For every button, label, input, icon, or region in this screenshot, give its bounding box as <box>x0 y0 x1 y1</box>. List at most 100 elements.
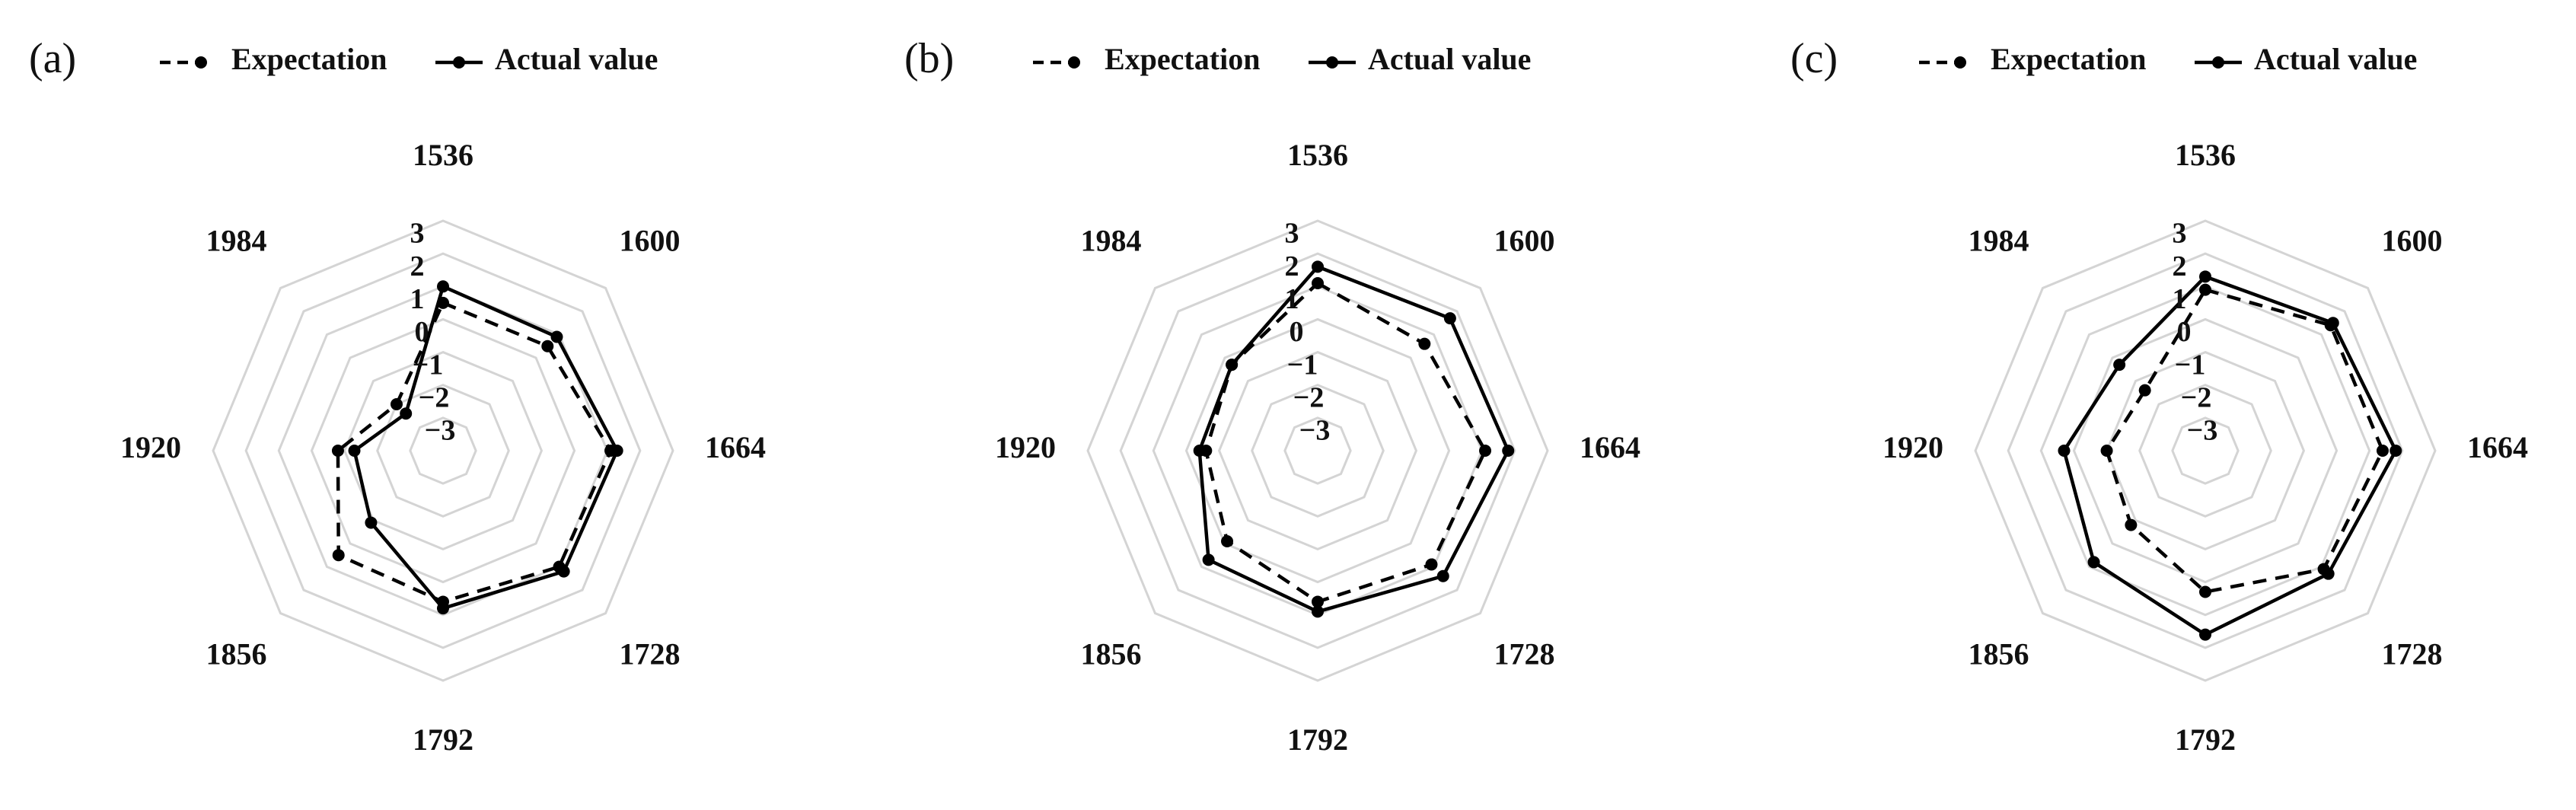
data-point-expectation <box>541 340 554 352</box>
grid-ring <box>1217 350 1418 551</box>
legend-marker-actual <box>1326 56 1338 69</box>
data-point-actual <box>2058 445 2071 457</box>
radial-tick-label: 2 <box>2173 250 2187 282</box>
legend: Expectation Actual value <box>1919 42 2417 76</box>
data-point-actual <box>437 602 449 615</box>
legend-marker-actual <box>453 56 465 69</box>
legend: Expectation Actual value <box>160 42 658 76</box>
data-point-expectation <box>2138 384 2151 397</box>
category-label: 1984 <box>1968 224 2029 258</box>
data-point-actual <box>2326 317 2339 330</box>
grid-ring <box>2138 384 2272 518</box>
data-point-expectation <box>331 445 344 457</box>
legend-label-actual: Actual value <box>1368 42 1531 76</box>
legend-marker-expectation <box>195 56 207 69</box>
category-label: 1728 <box>620 637 681 671</box>
grid-ring <box>2171 416 2240 485</box>
radar-panel-1: 1536 1600 1664 1728 1792 1856 1920 1984 3210−1−2… <box>904 35 1640 757</box>
series-line-actual <box>352 285 619 611</box>
data-point-expectation <box>1312 595 1324 608</box>
series-line-actual <box>1197 265 1510 614</box>
data-point-expectation <box>2199 283 2211 296</box>
data-point-expectation <box>1312 276 1324 289</box>
category-label: 1984 <box>206 224 266 258</box>
grid-ring <box>1974 219 2437 682</box>
radial-tick-label: −3 <box>2187 415 2218 447</box>
data-point-actual <box>1193 445 1206 457</box>
data-point-actual <box>400 407 413 420</box>
radial-tick-label: 3 <box>410 218 425 250</box>
data-point-actual <box>1202 553 1215 566</box>
data-point-actual <box>2087 556 2100 569</box>
grid-ring <box>212 219 674 682</box>
grid-ring <box>2072 317 2338 584</box>
data-point-expectation <box>1221 534 1234 547</box>
legend: Expectation Actual value <box>1033 42 1531 76</box>
data-point-actual <box>557 565 570 578</box>
category-label: 1536 <box>2175 138 2236 172</box>
category-label: 1536 <box>413 138 473 172</box>
data-point-actual <box>1436 569 1449 582</box>
data-point-actual <box>2322 567 2335 580</box>
radial-tick-label: −1 <box>2175 349 2206 381</box>
radial-tick-label: 3 <box>1285 218 1299 250</box>
grid-ring <box>1251 384 1385 518</box>
category-label: 1856 <box>206 637 266 671</box>
panel-label: (b) <box>904 35 954 82</box>
data-point-expectation <box>332 549 345 562</box>
data-point-actual <box>1312 260 1324 273</box>
category-label: 1664 <box>2467 430 2528 464</box>
radial-tick-label: 1 <box>2173 283 2187 315</box>
radial-tick-label: −3 <box>425 415 456 447</box>
grid-ring <box>376 384 510 518</box>
grid-ring <box>310 317 576 584</box>
data-point-actual <box>2113 359 2126 372</box>
radial-tick-label: −1 <box>413 349 444 381</box>
data-point-expectation <box>2100 445 2113 457</box>
radial-tick-label: −2 <box>1293 381 1325 413</box>
radial-tick-label: 0 <box>1290 316 1304 348</box>
data-point-actual <box>1502 445 1515 457</box>
grid-ring <box>2007 252 2404 649</box>
data-point-expectation <box>2125 518 2138 531</box>
category-label: 1792 <box>413 722 473 757</box>
radar-panel-2: 1536 1600 1664 1728 1792 1856 1920 1984 3210−1−2… <box>1790 35 2528 757</box>
category-label: 1728 <box>1494 637 1555 671</box>
data-point-actual <box>365 516 378 529</box>
data-point-actual <box>437 280 449 293</box>
grid-ring <box>1283 416 1352 485</box>
data-point-actual <box>1312 605 1324 618</box>
category-label: 1664 <box>1580 430 1640 464</box>
radar-panel-0: 1536 1600 1664 1728 1792 1856 1920 1984 3210−1−2… <box>29 35 766 757</box>
legend-label-actual: Actual value <box>495 42 658 76</box>
data-point-expectation <box>437 296 449 309</box>
radial-tick-label: −2 <box>419 381 450 413</box>
data-point-actual <box>2199 270 2211 283</box>
category-label: 1856 <box>1080 637 1141 671</box>
legend-marker-expectation <box>1068 56 1080 69</box>
category-label: 1600 <box>620 224 681 258</box>
category-label: 1920 <box>120 430 181 464</box>
data-point-expectation <box>2199 585 2211 598</box>
legend-label-expectation: Expectation <box>231 42 387 76</box>
data-point-actual <box>348 445 361 457</box>
category-label: 1728 <box>2382 637 2443 671</box>
legend-label-expectation: Expectation <box>1991 42 2146 76</box>
category-label: 1600 <box>2382 224 2443 258</box>
category-label: 1792 <box>2175 722 2236 757</box>
radial-tick-label: −1 <box>1287 349 1318 381</box>
radial-tick-label: 0 <box>2177 316 2192 348</box>
data-point-expectation <box>390 397 403 410</box>
data-point-expectation <box>1425 558 1438 571</box>
data-point-actual <box>550 330 563 343</box>
data-point-expectation <box>2376 445 2389 457</box>
category-label: 1664 <box>705 430 766 464</box>
panel-label: (a) <box>29 35 76 82</box>
radial-tick-label: −2 <box>2181 381 2212 413</box>
category-label: 1600 <box>1494 224 1555 258</box>
legend-label-actual: Actual value <box>2254 42 2417 76</box>
grid-ring <box>343 350 544 551</box>
legend-marker-actual <box>2212 56 2224 69</box>
panel-label: (c) <box>1790 35 1838 82</box>
